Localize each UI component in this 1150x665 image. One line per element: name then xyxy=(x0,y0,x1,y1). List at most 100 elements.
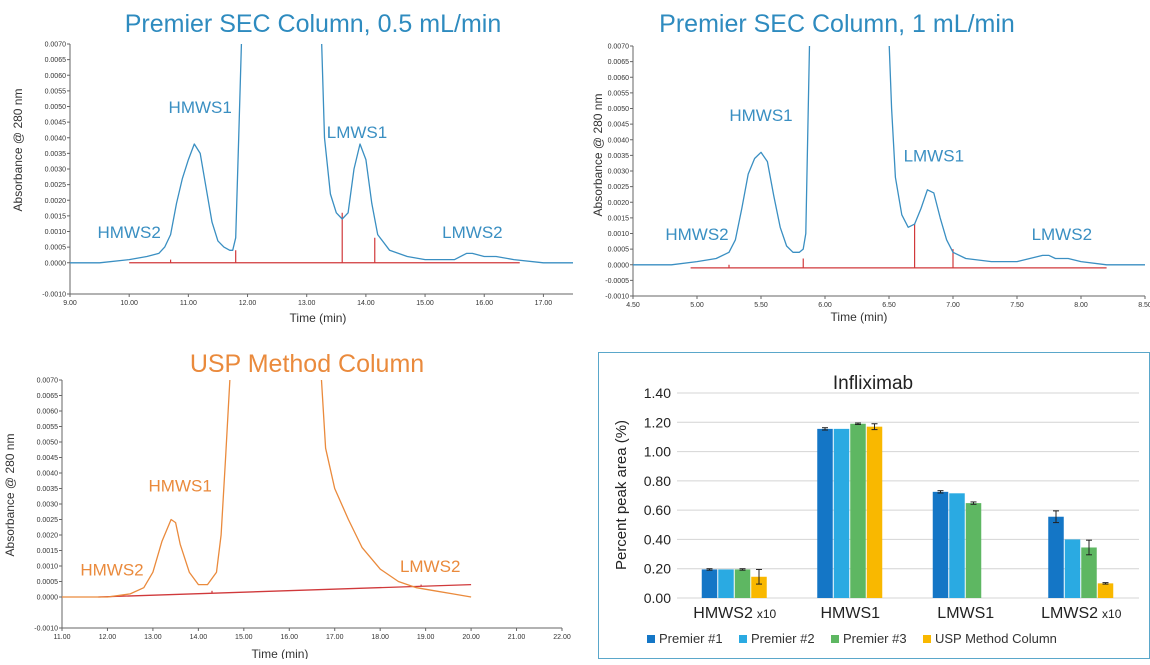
x-tick-label: 15.00 xyxy=(416,300,434,307)
peak-label: HMWS1 xyxy=(729,106,792,125)
y-axis-label: Absorbance @ 280 nm xyxy=(3,434,17,557)
peak-label: HMWS2 xyxy=(665,225,728,244)
y-tick-label: -0.0010 xyxy=(605,294,629,301)
x-tick-label: 21.00 xyxy=(508,634,526,641)
x-category-label: HMWS1 xyxy=(820,605,880,622)
y-tick-label: 0.0060 xyxy=(37,409,59,416)
y-tick-label: 0.0050 xyxy=(45,104,67,111)
chart-title: Premier SEC Column, 0.5 mL/min xyxy=(125,10,502,38)
legend-swatch xyxy=(923,635,931,643)
bar xyxy=(718,569,734,598)
peak-label: HMWS1 xyxy=(149,477,212,496)
chromatogram-panel-premier-05: Premier SEC Column, 0.5 mL/min Absorbanc… xyxy=(0,0,580,330)
peak-label: HMWS2 xyxy=(80,560,143,579)
y-tick-label: 0.80 xyxy=(644,473,671,489)
x-tick-label: 14.00 xyxy=(357,300,375,307)
bar xyxy=(850,423,866,598)
y-tick-label: 0.0060 xyxy=(608,75,630,82)
y-tick-label: 0.0020 xyxy=(37,533,59,540)
x-tick-label: 20.00 xyxy=(462,634,480,641)
peak-label: HMWS1 xyxy=(169,98,232,117)
y-tick-label: 0.0000 xyxy=(45,260,67,267)
x-category-label: LMWS1 xyxy=(937,605,994,622)
y-tick-label: 0.20 xyxy=(644,561,671,577)
y-tick-label: -0.0010 xyxy=(42,292,66,299)
y-tick-label: -0.0010 xyxy=(34,626,58,633)
y-axis-label: Absorbance @ 280 nm xyxy=(591,94,605,217)
bar xyxy=(734,569,751,598)
y-tick-label: 0.0035 xyxy=(608,153,630,160)
chart-title: Infliximab xyxy=(833,373,913,394)
bar xyxy=(949,493,965,598)
y-tick-label: 0.0055 xyxy=(45,88,67,95)
legend-label: Premier #3 xyxy=(843,631,907,646)
x-tick-label: 9.00 xyxy=(63,300,77,307)
bar-chart-infliximab: Infliximab Percent peak area (%) 0.00 0.2… xyxy=(613,373,1139,646)
y-tick-label: 0.0010 xyxy=(608,231,630,238)
legend-swatch xyxy=(647,635,655,643)
chart-title: USP Method Column xyxy=(190,350,424,378)
y-tick-label: 0.0010 xyxy=(45,229,67,236)
y-tick-label: 0.0060 xyxy=(45,73,67,80)
chromatogram-panel-premier-1: Premier SEC Column, 1 mL/min Absorbance … xyxy=(580,0,1150,330)
x-tick-label: 5.00 xyxy=(690,302,704,309)
y-tick-label: 0.0055 xyxy=(608,90,630,97)
legend-label: Premier #1 xyxy=(659,631,723,646)
y-tick-label: 1.20 xyxy=(644,414,671,430)
x-tick-label: 6.50 xyxy=(882,302,896,309)
integration-baseline xyxy=(98,583,472,598)
x-axis-label: Time (min) xyxy=(831,310,888,324)
x-tick-label: 8.50 xyxy=(1138,302,1150,309)
y-tick-label: 0.0000 xyxy=(37,595,59,602)
peak-label: LMWS2 xyxy=(1032,225,1092,244)
x-tick-label: 14.00 xyxy=(190,634,208,641)
y-tick-label: 0.0015 xyxy=(37,548,59,555)
x-category-suffix: x10 xyxy=(757,607,777,621)
bar xyxy=(932,491,949,598)
x-tick-label: 16.00 xyxy=(475,300,493,307)
y-tick-label: 0.0045 xyxy=(608,122,630,129)
y-tick-label: 0.0030 xyxy=(37,502,59,509)
y-tick-label: 0.0045 xyxy=(37,455,59,462)
chromatogram-chart-premier-1: Premier SEC Column, 1 mL/min Absorbance … xyxy=(591,10,1150,324)
y-tick-label: 0.0025 xyxy=(45,182,67,189)
y-tick-label: 0.0020 xyxy=(45,198,67,205)
y-tick-label: 0.0070 xyxy=(608,44,630,51)
x-tick-label: 12.00 xyxy=(239,300,257,307)
y-tick-label: 0.60 xyxy=(644,502,671,518)
x-tick-label: 16.00 xyxy=(281,634,299,641)
x-tick-label: 17.00 xyxy=(326,634,344,641)
chromatogram-chart-premier-05: Premier SEC Column, 0.5 mL/min Absorbanc… xyxy=(11,10,573,325)
y-tick-label: 0.0040 xyxy=(37,471,59,478)
x-tick-label: 11.00 xyxy=(54,634,71,641)
peak-label: HMWS2 xyxy=(98,223,161,242)
x-tick-label: 7.00 xyxy=(946,302,960,309)
legend-label: USP Method Column xyxy=(935,631,1057,646)
y-tick-label: 0.00 xyxy=(644,590,671,606)
x-category-suffix: x10 xyxy=(1102,607,1122,621)
y-axis-label: Percent peak area (%) xyxy=(613,420,630,570)
chromatogram-trace xyxy=(633,46,1145,266)
bar xyxy=(1081,547,1097,598)
y-tick-label: 0.0040 xyxy=(608,137,630,144)
y-tick-label: 0.0070 xyxy=(37,378,59,385)
y-tick-label: 0.0065 xyxy=(608,59,630,66)
y-tick-label: 0.0005 xyxy=(37,579,59,586)
chromatogram-panel-usp: USP Method Column Absorbance @ 280 nm Ti… xyxy=(0,330,580,661)
x-category-label: HMWS2 x10 xyxy=(693,605,776,622)
y-tick-label: 0.0055 xyxy=(37,424,59,431)
chromatogram-trace xyxy=(62,380,472,598)
bar xyxy=(965,503,982,598)
chromatogram-trace xyxy=(70,44,573,264)
y-tick-label: 0.0015 xyxy=(45,213,67,220)
x-tick-label: 13.00 xyxy=(144,634,162,641)
bar-chart-panel-infliximab: Infliximab Percent peak area (%) 0.00 0.2… xyxy=(598,352,1150,659)
chromatogram-chart-usp: USP Method Column Absorbance @ 280 nm Ti… xyxy=(3,350,571,661)
bar xyxy=(1048,516,1064,598)
y-tick-label: 0.0070 xyxy=(45,42,67,49)
x-tick-label: 12.00 xyxy=(99,634,117,641)
bar xyxy=(866,426,883,598)
y-tick-label: 0.0025 xyxy=(608,184,630,191)
y-tick-label: 0.0020 xyxy=(608,200,630,207)
x-tick-label: 10.00 xyxy=(120,300,138,307)
